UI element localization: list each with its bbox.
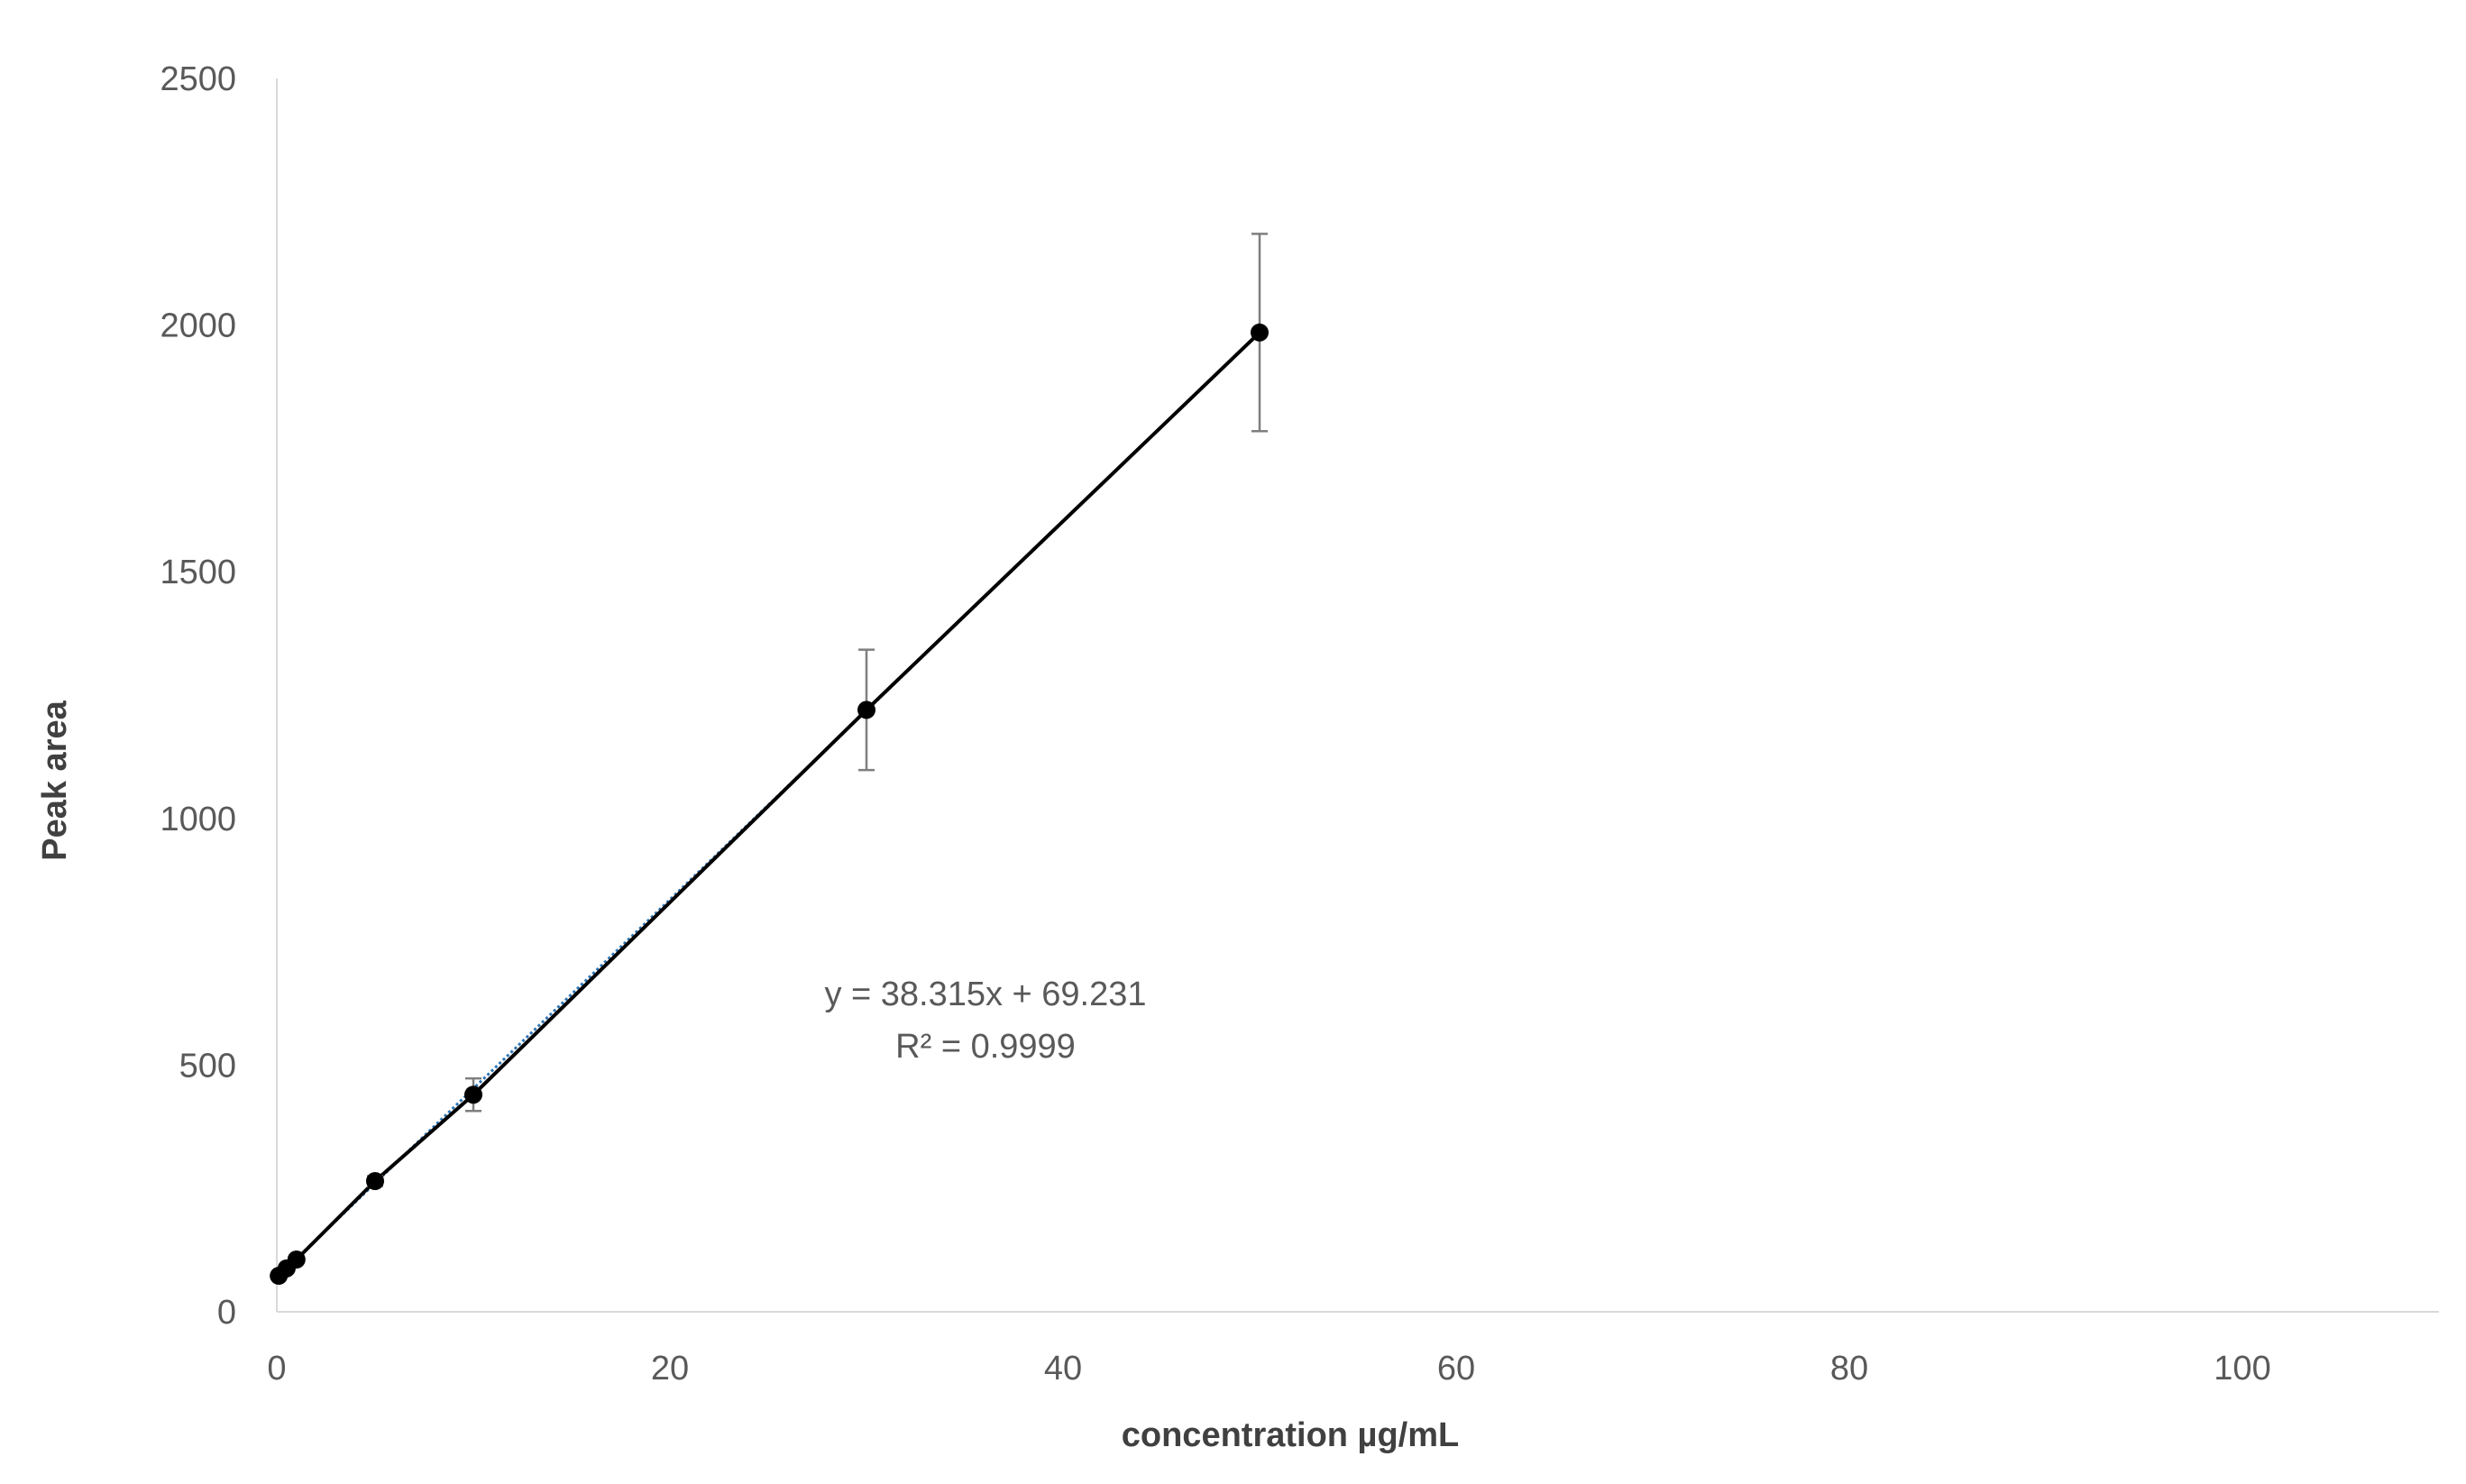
x-tick-label: 60 <box>1437 1350 1475 1388</box>
trendline-group <box>275 331 1261 1279</box>
data-point <box>287 1250 306 1269</box>
y-tick-label: 2500 <box>160 60 236 98</box>
r-squared-label: R² = 0.9999 <box>895 1028 1076 1066</box>
x-tick-label: 0 <box>267 1350 286 1388</box>
x-tick-label: 80 <box>1830 1350 1868 1388</box>
data-point <box>1251 323 1269 342</box>
y-tick-label: 0 <box>217 1294 236 1332</box>
y-axis-title: Peak area <box>36 700 74 860</box>
y-tick-label: 500 <box>179 1047 236 1085</box>
x-tick-label: 20 <box>651 1350 689 1388</box>
data-points <box>270 323 1269 1286</box>
axes <box>276 78 2439 1313</box>
x-axis-title: concentration µg/mL <box>1122 1416 1459 1454</box>
x-tick-labels: 0 20 40 60 80 100 <box>267 1350 2270 1388</box>
y-tick-label: 1000 <box>160 801 236 838</box>
data-point <box>464 1086 482 1104</box>
y-tick-labels: 0 500 1000 1500 2000 2500 <box>160 60 236 1332</box>
trendline-equation: y = 38.315x + 69.231 <box>824 976 1146 1013</box>
x-tick-label: 100 <box>2214 1350 2270 1388</box>
y-tick-label: 1500 <box>160 554 236 591</box>
data-point <box>366 1171 384 1190</box>
error-bars <box>270 233 1268 1279</box>
data-point <box>857 701 875 719</box>
x-tick-label: 40 <box>1044 1350 1082 1388</box>
y-tick-label: 2000 <box>160 307 236 345</box>
series-line <box>277 331 1261 1278</box>
